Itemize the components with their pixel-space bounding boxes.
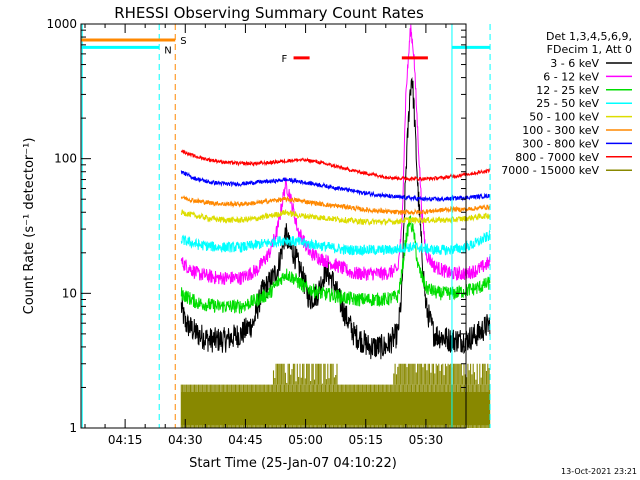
series-3: [180, 215, 491, 315]
legend-label: 25 - 50 keV: [536, 97, 599, 110]
y-tick-label: 100: [54, 152, 77, 166]
series-2: [180, 24, 491, 286]
legend-label: 12 - 25 keV: [536, 84, 599, 97]
x-tick-label: 04:45: [228, 433, 263, 447]
series-9-core: [181, 392, 491, 426]
legend-label: 800 - 7000 keV: [515, 151, 599, 164]
series-6: [180, 195, 491, 216]
legend-label: 6 - 12 keV: [543, 70, 599, 83]
y-axis-label: Count Rate (s⁻¹ detector⁻¹): [22, 138, 37, 315]
legend-header-line: Det 1,3,4,5,6,9,: [546, 30, 632, 43]
y-tick-label: 1000: [46, 17, 77, 31]
flag-label: F: [282, 54, 288, 65]
series-line-7: [180, 170, 491, 203]
series-4: [180, 230, 491, 257]
x-tick-label: 04:30: [168, 433, 203, 447]
series-7: [180, 170, 491, 203]
series-line-1: [180, 77, 491, 360]
x-axis-label: Start Time (25-Jan-07 04:10:22): [189, 456, 397, 471]
series-line-2: [180, 24, 491, 286]
legend-label: 50 - 100 keV: [529, 111, 599, 124]
legend: Det 1,3,4,5,6,9,FDecim 1, Att 03 - 6 keV…: [501, 30, 632, 177]
x-tick-label: 05:15: [348, 433, 383, 447]
series-9-bands: [180, 363, 491, 428]
plot-frame: [80, 23, 467, 429]
y-tick-label: 1: [69, 421, 77, 435]
series-line-8: [180, 149, 491, 182]
chart-title: RHESSI Observing Summary Count Rates: [114, 4, 424, 22]
series-line-4: [180, 230, 491, 257]
legend-label: 300 - 800 keV: [522, 137, 599, 150]
series-layer: [180, 24, 491, 428]
flag-label: N: [164, 45, 171, 56]
x-tick-label: 04:15: [108, 433, 143, 447]
footer-timestamp: 13-Oct-2021 23:21: [561, 467, 637, 476]
legend-label: 7000 - 15000 keV: [501, 164, 599, 177]
series-1: [180, 77, 491, 360]
x-tick-label: 05:00: [288, 433, 323, 447]
series-line-5: [180, 209, 491, 226]
legend-label: 3 - 6 keV: [550, 57, 599, 70]
series-8: [180, 149, 491, 182]
series-line-6: [180, 195, 491, 216]
axes-layer: 1 10 100 1000 04:15 04:30 04:45 05:00 05:15 05:30: [46, 17, 467, 447]
flags-layer: SN F: [81, 24, 491, 428]
series-line-3: [180, 215, 491, 315]
flag-label: S: [180, 36, 186, 47]
series-5: [180, 209, 491, 226]
x-tick-label: 05:30: [409, 433, 444, 447]
legend-header-line: FDecim 1, Att 0: [547, 43, 632, 56]
legend-label: 100 - 300 keV: [522, 124, 599, 137]
y-tick-label: 10: [62, 286, 77, 300]
